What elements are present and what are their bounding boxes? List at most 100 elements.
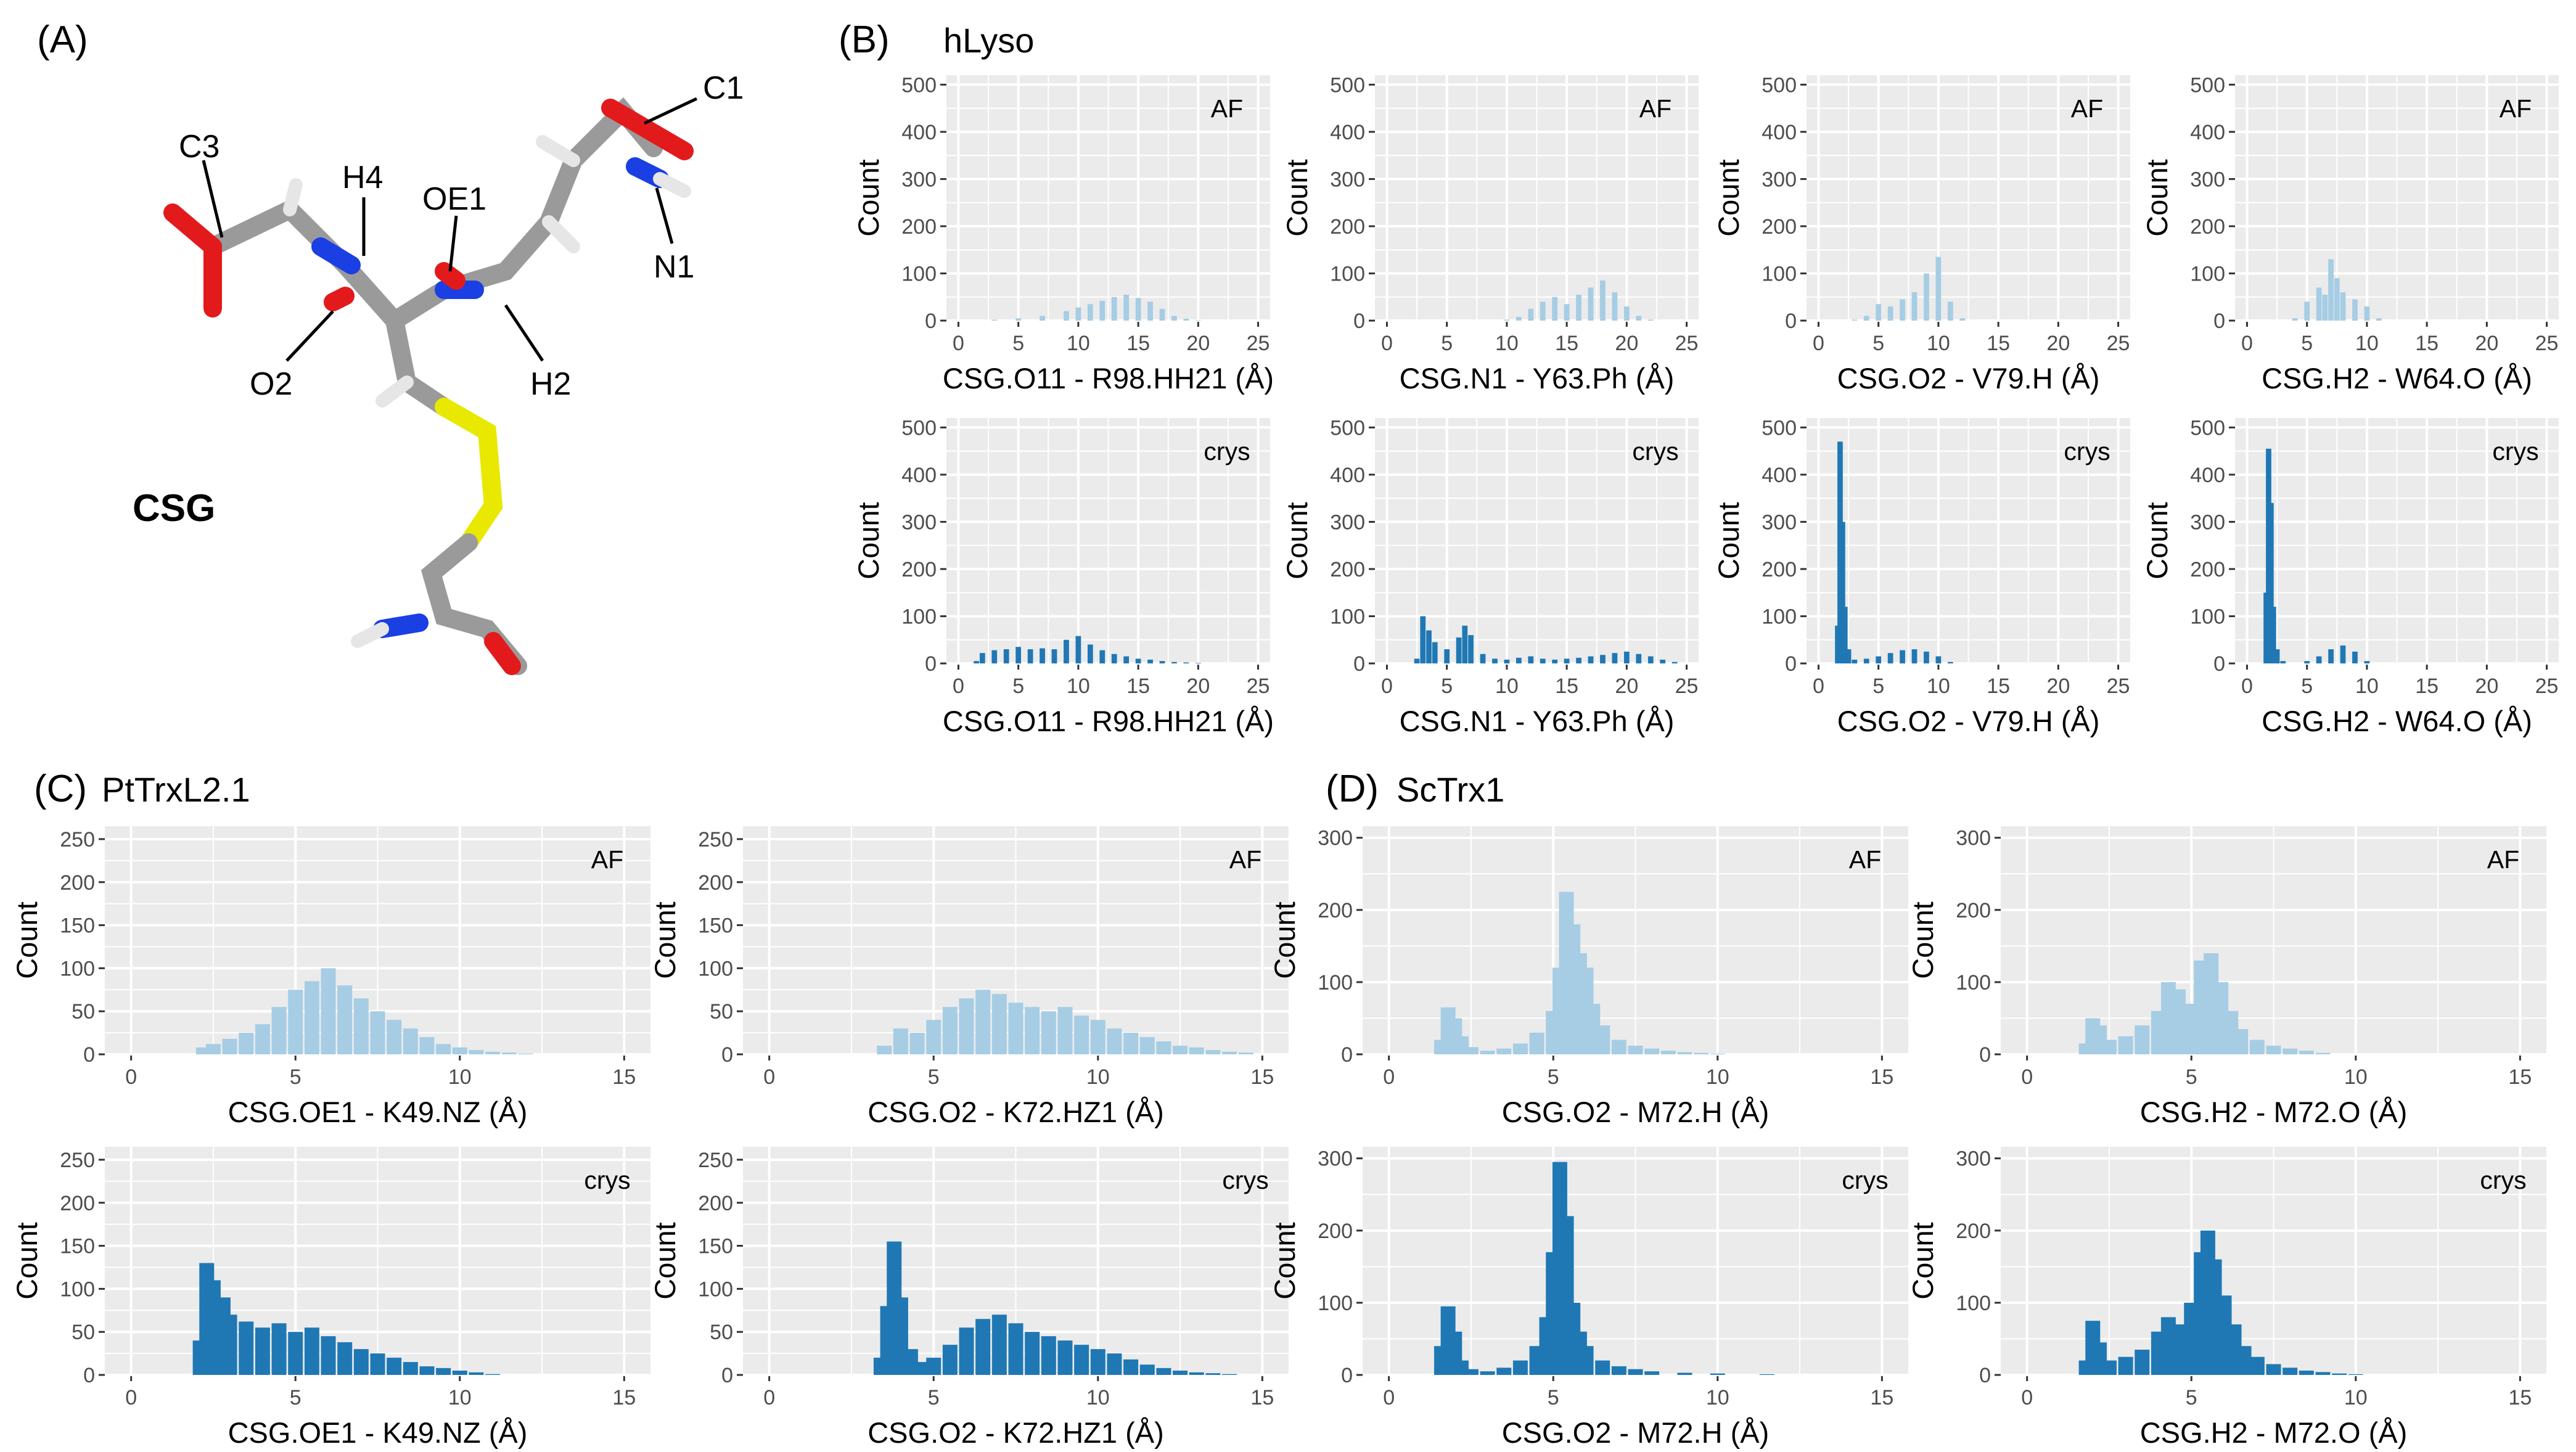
- histogram-bar: [2304, 661, 2310, 663]
- x-tick-label: 0: [2021, 1386, 2033, 1409]
- histogram-bar: [1107, 1353, 1122, 1375]
- y-tick-label: 400: [1762, 121, 1797, 144]
- histogram-bar: [1529, 1032, 1544, 1054]
- condition-label: AF: [1211, 94, 1243, 123]
- histogram-bar: [1195, 320, 1201, 321]
- y-tick-label: 300: [1318, 827, 1353, 850]
- x-tick-label: 20: [2475, 332, 2498, 355]
- y-tick-label: 500: [901, 73, 937, 97]
- y-tick-label: 200: [2190, 215, 2225, 239]
- histogram-bar: [2348, 1374, 2363, 1375]
- histogram-bar: [909, 1033, 925, 1054]
- histogram-bar: [1107, 1028, 1122, 1054]
- y-axis-title: Count: [1712, 502, 1745, 579]
- x-axis-title: CSG.N1 - Y63.Ph (Å): [1400, 362, 1675, 395]
- histogram-bar: [1008, 1323, 1023, 1375]
- histogram-b-crys-3: 0 5 10 15 20 25 0 100 200 300 400 500 crys CSG.O2 - V…: [1712, 416, 2130, 737]
- x-tick-label: 10: [2355, 675, 2379, 698]
- y-tick-label: 400: [2190, 464, 2225, 487]
- arrow-o2: [285, 310, 334, 362]
- histogram-bar: [1480, 1051, 1495, 1054]
- histogram-b-crys-1: 0 5 10 15 20 25 0 100 200 300 400 500 crys CSG.O11 - …: [852, 416, 1274, 737]
- histogram-bar: [1947, 301, 1953, 321]
- histogram-bar: [1173, 1371, 1188, 1375]
- histogram-bar: [1839, 522, 1845, 663]
- y-tick-label: 200: [698, 1192, 733, 1215]
- x-tick-label: 15: [612, 1386, 636, 1409]
- histogram-bar: [2316, 656, 2322, 663]
- histogram-bar: [2315, 1372, 2331, 1375]
- histogram-bar: [1480, 654, 1486, 663]
- histogram-bar: [1612, 292, 1618, 321]
- condition-label: AF: [2071, 94, 2103, 123]
- x-tick-label: 15: [2415, 332, 2439, 355]
- histogram-bar: [991, 650, 998, 663]
- histogram-bar: [2299, 1051, 2314, 1054]
- x-tick-label: 5: [290, 1065, 301, 1089]
- histogram-bar: [1552, 659, 1558, 663]
- histogram-bar: [1710, 1373, 1725, 1375]
- histogram-bar: [1636, 316, 1642, 321]
- x-tick-label: 15: [1250, 1065, 1274, 1089]
- histogram-bar: [1205, 1050, 1221, 1054]
- histogram-bar: [419, 1366, 435, 1375]
- x-tick-label: 15: [2415, 675, 2439, 698]
- condition-label: AF: [591, 845, 623, 874]
- histogram-bar: [1041, 1011, 1056, 1054]
- x-tick-label: 15: [1250, 1386, 1274, 1409]
- x-tick-label: 15: [2508, 1065, 2532, 1089]
- condition-label: AF: [1639, 94, 1672, 123]
- histogram-bar: [222, 1038, 237, 1054]
- histogram-bar: [979, 653, 985, 663]
- histogram-b-af-4: 0 5 10 15 20 25 0 100 200 300 400 500 AF CSG.H2 - W64…: [2141, 73, 2559, 395]
- panel-c-protein: PtTrxL2.1: [102, 770, 250, 809]
- histogram-bar: [436, 1368, 451, 1375]
- x-tick-label: 20: [2046, 332, 2070, 355]
- y-tick-label: 400: [1330, 121, 1365, 144]
- histogram-bar: [2280, 661, 2286, 663]
- histogram-bar: [1099, 300, 1105, 321]
- histogram-bar: [1111, 654, 1117, 663]
- histogram-bar: [1135, 298, 1141, 321]
- x-tick-label: 5: [1441, 675, 1453, 698]
- y-tick-label: 300: [2190, 168, 2225, 191]
- y-tick-label: 0: [1353, 310, 1365, 333]
- x-tick-label: 0: [125, 1386, 137, 1409]
- y-tick-label: 300: [1318, 1147, 1353, 1171]
- histogram-bar: [942, 1007, 958, 1054]
- histogram-bar: [1040, 648, 1045, 663]
- histogram-bar: [1600, 655, 1606, 663]
- histogram-bar: [1852, 659, 1858, 663]
- x-tick-label: 10: [448, 1386, 472, 1409]
- y-tick-label: 100: [1762, 262, 1797, 285]
- histogram-bar: [239, 1321, 254, 1375]
- x-tick-label: 5: [1873, 675, 1884, 698]
- histogram-bar: [1623, 306, 1630, 321]
- x-axis-title: CSG.O11 - R98.HH21 (Å): [943, 705, 1274, 737]
- arrow-n1: [655, 187, 674, 244]
- x-axis-title: CSG.O2 - V79.H (Å): [1837, 705, 2100, 737]
- y-tick-label: 500: [2190, 73, 2225, 97]
- y-tick-label: 200: [698, 871, 733, 895]
- x-tick-label: 5: [1548, 1065, 1559, 1089]
- histogram-bar: [403, 1028, 418, 1054]
- histogram-d-crys-2: 0 5 10 15 0 100 200 300 crys CSG.H2 - M72.O (Å) Co…: [1906, 1147, 2546, 1449]
- histogram-bar: [2135, 1025, 2150, 1054]
- histogram-bar: [2274, 649, 2280, 663]
- histogram-bar: [1552, 297, 1558, 321]
- histogram-bar: [1463, 1047, 1479, 1054]
- histogram-bar: [1528, 656, 1534, 663]
- histogram-bar: [271, 1323, 287, 1375]
- histogram-bar: [1156, 1041, 1171, 1054]
- histogram-bar: [1564, 658, 1570, 663]
- y-tick-label: 0: [1341, 1364, 1353, 1387]
- condition-label: AF: [2487, 845, 2519, 874]
- y-tick-label: 100: [2190, 605, 2225, 628]
- x-axis-title: CSG.O2 - M72.H (Å): [1502, 1096, 1770, 1128]
- x-tick-label: 10: [1067, 675, 1090, 698]
- histogram-bar: [1512, 1043, 1528, 1054]
- histogram-bar: [1900, 650, 1905, 663]
- y-tick-label: 400: [1762, 464, 1797, 487]
- histogram-bar: [1660, 1051, 1676, 1054]
- y-axis-title: Count: [649, 1222, 681, 1299]
